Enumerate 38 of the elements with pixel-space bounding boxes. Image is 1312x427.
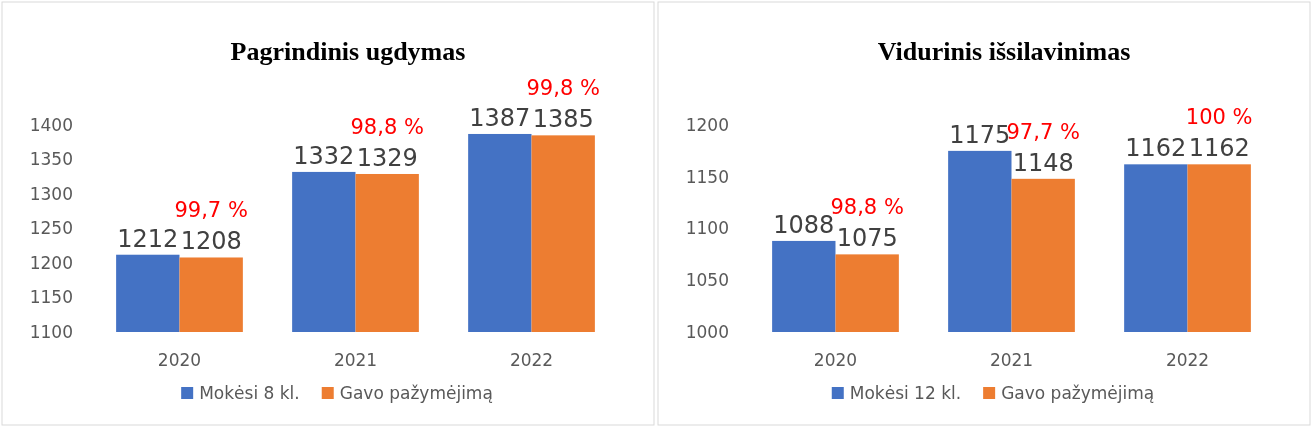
- data-label: 1148: [1012, 148, 1074, 177]
- annotation: 98,8 %: [350, 114, 424, 139]
- y-tick-label: 1100: [685, 218, 729, 239]
- data-label: 1387: [469, 103, 531, 132]
- data-label: 1162: [1188, 134, 1250, 163]
- y-tick-label: 1000: [685, 321, 729, 342]
- y-tick-label: 1400: [29, 114, 73, 135]
- x-tick-label: 2020: [813, 350, 858, 371]
- y-tick-label: 1200: [29, 252, 73, 273]
- y-tick-label: 1300: [29, 183, 73, 204]
- data-label: 1332: [293, 141, 355, 170]
- x-tick-label: 2022: [1165, 350, 1210, 371]
- annotation: 100 %: [1185, 105, 1253, 130]
- legend-label: Mokėsi 12 kl.: [849, 383, 962, 403]
- y-tick-label: 1150: [29, 287, 73, 308]
- legend-label: Gavo pažymėjimą: [339, 383, 493, 403]
- legend-label: Gavo pažymėjimą: [1001, 383, 1155, 403]
- data-label: 1385: [532, 105, 594, 134]
- x-tick-label: 2020: [157, 350, 202, 371]
- chart-title: Vidurinis išsilavinimas: [877, 37, 1131, 66]
- x-tick-label: 2021: [989, 350, 1034, 371]
- x-tick-label: 2021: [333, 350, 378, 371]
- y-tick-label: 1250: [29, 218, 73, 239]
- annotation: 99,8 %: [526, 76, 600, 101]
- data-label: 1162: [1125, 134, 1187, 163]
- legend-label: Mokėsi 8 kl.: [199, 383, 300, 403]
- data-label: 1075: [836, 224, 898, 253]
- chart-title: Pagrindinis ugdymas: [230, 37, 466, 66]
- y-tick-label: 1100: [29, 321, 73, 342]
- y-tick-label: 1200: [685, 114, 729, 135]
- y-tick-label: 1050: [685, 270, 729, 291]
- data-label: 1212: [117, 224, 179, 253]
- x-tick-label: 2022: [509, 350, 554, 371]
- annotation: 99,7 %: [174, 198, 248, 223]
- y-tick-label: 1150: [685, 166, 729, 187]
- y-tick-label: 1350: [29, 149, 73, 170]
- data-label: 1329: [356, 143, 418, 172]
- data-label: 1208: [180, 227, 242, 256]
